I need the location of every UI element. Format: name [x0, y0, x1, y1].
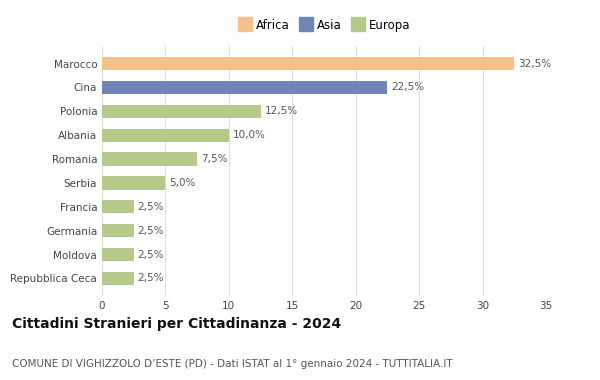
Bar — [102, 105, 260, 118]
Text: 22,5%: 22,5% — [391, 82, 424, 92]
Text: 2,5%: 2,5% — [137, 274, 164, 283]
Text: 32,5%: 32,5% — [518, 59, 551, 68]
Bar — [102, 81, 388, 94]
Text: Cittadini Stranieri per Cittadinanza - 2024: Cittadini Stranieri per Cittadinanza - 2… — [12, 317, 341, 331]
Bar — [102, 176, 166, 190]
Text: 2,5%: 2,5% — [137, 226, 164, 236]
Text: COMUNE DI VIGHIZZOLO D’ESTE (PD) - Dati ISTAT al 1° gennaio 2024 - TUTTITALIA.IT: COMUNE DI VIGHIZZOLO D’ESTE (PD) - Dati … — [12, 359, 452, 369]
Bar — [102, 224, 134, 237]
Text: 5,0%: 5,0% — [169, 178, 196, 188]
Bar — [102, 248, 134, 261]
Text: 7,5%: 7,5% — [201, 154, 227, 164]
Text: 2,5%: 2,5% — [137, 202, 164, 212]
Text: 10,0%: 10,0% — [233, 130, 266, 140]
Legend: Africa, Asia, Europa: Africa, Asia, Europa — [236, 16, 412, 34]
Bar — [102, 200, 134, 214]
Bar — [102, 152, 197, 166]
Bar — [102, 57, 514, 70]
Bar — [102, 128, 229, 142]
Bar — [102, 272, 134, 285]
Text: 2,5%: 2,5% — [137, 250, 164, 260]
Text: 12,5%: 12,5% — [265, 106, 298, 116]
